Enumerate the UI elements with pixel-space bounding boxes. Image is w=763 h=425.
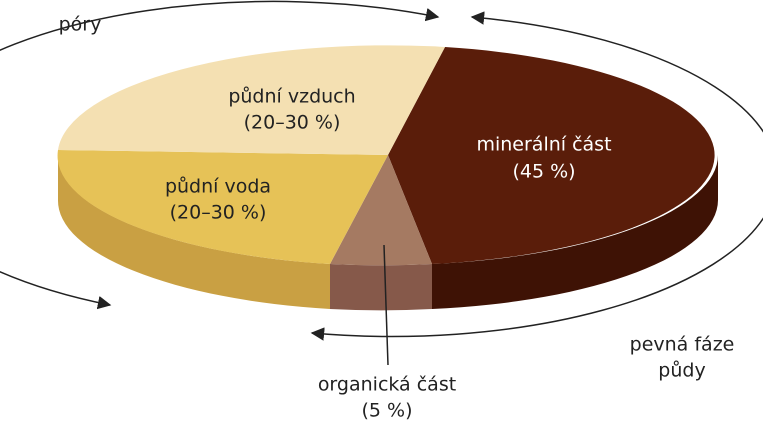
pores-ring — [0, 0, 440, 310]
organic-side — [330, 264, 432, 311]
air-top — [58, 45, 445, 155]
segment-share: (20–30 %) — [170, 202, 267, 224]
water-top — [57, 150, 388, 264]
water-side — [57, 155, 330, 309]
pores-label: póry — [59, 14, 102, 36]
solid-phase-label: půdy — [658, 360, 705, 382]
solid-phase-label: pevná fáze — [630, 334, 735, 356]
solid-ring — [310, 11, 763, 341]
mineral-top — [388, 47, 715, 264]
segment-share: (5 %) — [361, 400, 412, 422]
segment-share: (20–30 %) — [244, 112, 341, 134]
mineral-side — [432, 155, 718, 309]
segment-share: (45 %) — [512, 161, 575, 183]
segment-name: půdní vzduch — [228, 86, 355, 108]
segment-name: organická část — [318, 374, 456, 396]
segment-name: minerální část — [476, 134, 611, 156]
segment-name: půdní voda — [165, 176, 271, 198]
leader-line — [383, 244, 389, 366]
organic-top — [330, 155, 432, 266]
